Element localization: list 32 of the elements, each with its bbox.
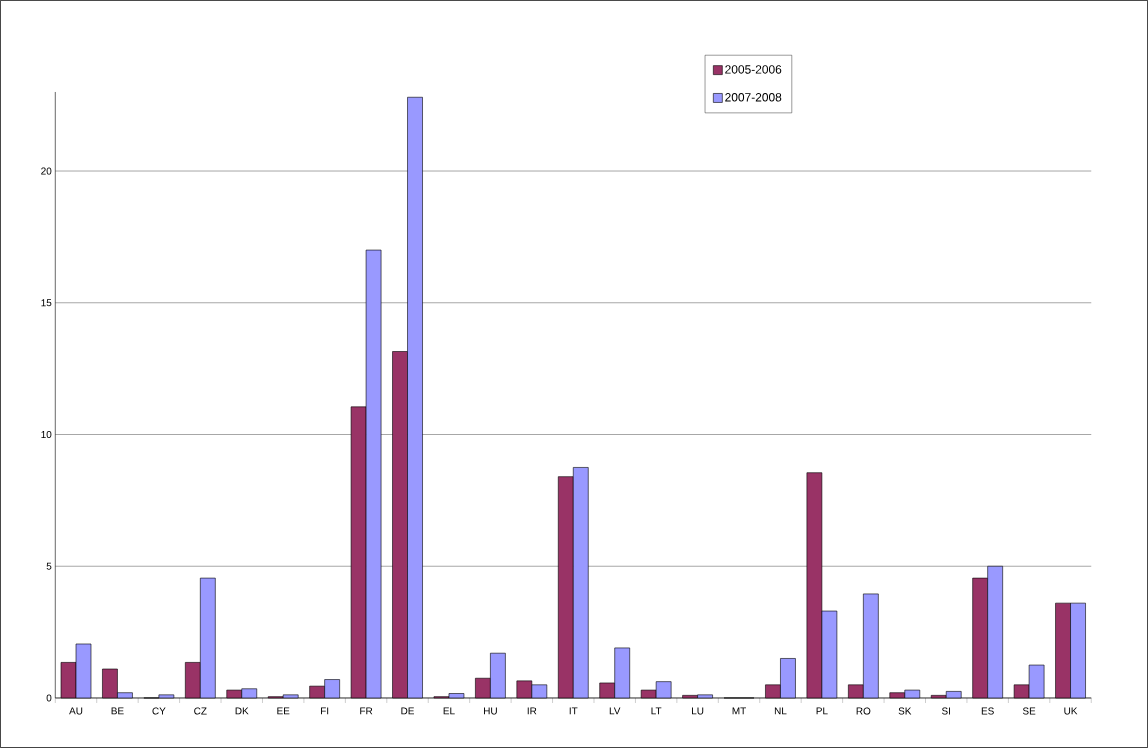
x-tick-label: HU — [484, 707, 497, 715]
x-tick-label: IT — [569, 707, 578, 715]
x-tick-label: SE — [1022, 707, 1036, 715]
y-tick-label: 20 — [41, 167, 52, 175]
x-tick-label: UK — [1064, 707, 1078, 715]
legend-label: 2007-2008 — [725, 93, 782, 102]
x-tick-label: NL — [774, 707, 787, 715]
y-tick-label: 15 — [41, 299, 52, 307]
x-tick-label: DK — [235, 707, 249, 715]
y-tick-label: 0 — [46, 694, 52, 702]
x-tick-label: BE — [111, 707, 124, 715]
x-tick-label: CY — [152, 707, 166, 715]
x-tick-label: ES — [981, 707, 994, 715]
x-tick-label: SI — [941, 707, 951, 715]
y-tick-label: 10 — [41, 430, 52, 439]
y-tick-label: 5 — [46, 562, 52, 570]
x-tick-label: LU — [692, 707, 704, 715]
x-tick-label: CZ — [194, 707, 207, 715]
x-tick-label: LT — [651, 707, 662, 715]
x-tick-label: RO — [856, 707, 871, 715]
x-tick-label: EE — [277, 707, 290, 715]
x-tick-label: AU — [69, 707, 83, 715]
x-tick-label: EL — [443, 707, 455, 715]
x-tick-label: DE — [401, 707, 415, 715]
x-tick-label: LV — [609, 707, 621, 715]
legend-label: 2005-2006 — [725, 65, 782, 74]
x-tick-label: MT — [732, 707, 746, 715]
x-tick-label: FR — [360, 707, 373, 715]
x-tick-label: SK — [898, 707, 912, 715]
x-tick-label: PL — [816, 707, 828, 715]
x-tick-label: IR — [527, 707, 537, 715]
x-tick-label: FI — [321, 707, 329, 715]
